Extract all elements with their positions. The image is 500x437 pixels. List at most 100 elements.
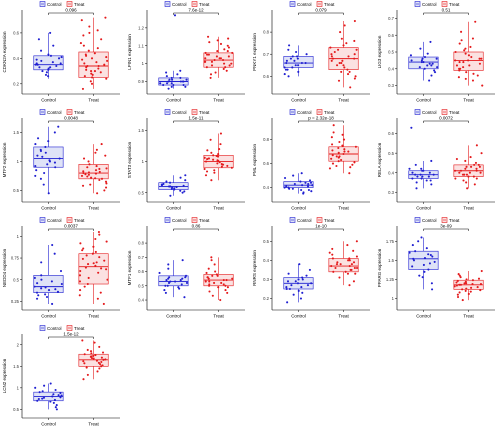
y-tick-label: 0.8: [263, 30, 269, 35]
p-value-label: 0.0048: [64, 116, 78, 121]
data-point: [465, 282, 468, 285]
data-point: [471, 279, 474, 282]
data-point: [105, 268, 108, 271]
data-point: [53, 161, 56, 164]
legend-label-control: Control: [47, 326, 62, 331]
data-point: [307, 188, 310, 192]
legend: Control Treat: [414, 109, 460, 115]
data-point: [473, 163, 476, 166]
data-point: [420, 236, 423, 239]
data-point: [103, 259, 106, 262]
data-point: [476, 286, 479, 289]
y-tick-label: 0.3: [388, 190, 394, 195]
data-point: [297, 64, 300, 67]
x-tick-label: Control: [41, 206, 56, 211]
data-point: [353, 77, 356, 80]
data-point: [79, 242, 82, 245]
data-point: [475, 177, 478, 180]
data-point: [59, 269, 63, 273]
data-point: [185, 78, 188, 81]
data-point: [78, 294, 81, 297]
box-iqr: [328, 258, 359, 273]
data-point: [290, 284, 293, 287]
significance-bracket: [423, 228, 469, 231]
data-point: [411, 171, 414, 174]
data-point: [167, 267, 170, 270]
data-point: [219, 298, 222, 302]
significance-bracket: [423, 120, 469, 123]
data-point: [204, 280, 207, 283]
p-value-label: 0.079: [315, 8, 327, 13]
data-point: [44, 286, 47, 289]
data-point: [422, 263, 425, 267]
data-point: [306, 284, 310, 287]
legend-label-treat: Treat: [199, 110, 210, 115]
data-point: [469, 45, 472, 49]
data-point: [168, 185, 171, 188]
data-point: [173, 187, 176, 190]
data-point: [283, 73, 286, 76]
data-point: [213, 281, 216, 285]
data-point: [98, 178, 101, 182]
legend: Control Treat: [289, 217, 335, 223]
data-point: [287, 75, 290, 78]
data-point: [345, 42, 348, 45]
data-point: [417, 240, 420, 243]
data-point: [34, 386, 37, 389]
x-tick-label: Control: [291, 98, 306, 103]
data-point: [96, 192, 99, 195]
data-point: [430, 282, 433, 285]
data-point: [223, 48, 226, 51]
data-point: [343, 66, 346, 69]
data-point: [467, 54, 470, 57]
data-point: [218, 161, 221, 164]
boxplot-panel: Control Treat 0.5 1 1.5 2 LCN2 expression Contr…: [2, 325, 120, 427]
data-point: [93, 341, 96, 344]
data-point: [355, 255, 358, 258]
data-point: [308, 179, 312, 182]
data-point: [37, 38, 40, 41]
data-point: [104, 180, 108, 183]
data-point: [208, 41, 211, 44]
x-tick-label: Control: [291, 206, 306, 211]
data-point: [286, 301, 289, 304]
data-point: [40, 278, 43, 281]
data-point: [230, 62, 233, 65]
data-point: [477, 163, 480, 166]
data-point: [206, 276, 209, 279]
data-point: [308, 268, 311, 271]
data-point: [427, 175, 430, 178]
data-point: [464, 289, 467, 292]
data-point: [79, 289, 82, 292]
y-axis-label: MTF1 expression: [127, 250, 132, 285]
data-point: [82, 247, 85, 250]
boxplot-panel: Control Treat 0.6 0.7 0.8 PNKY1 expression Con…: [252, 1, 370, 103]
data-point: [101, 364, 104, 367]
data-point: [54, 166, 57, 169]
data-point: [100, 177, 104, 180]
data-point: [352, 249, 355, 252]
data-point: [39, 177, 42, 180]
data-point: [179, 176, 182, 179]
y-tick-label: 0.4: [388, 170, 394, 175]
y-tick-label: 0.5: [388, 151, 394, 156]
y-axis-label: CDKN2A expression: [2, 31, 7, 73]
data-point: [425, 247, 428, 250]
data-point: [309, 181, 313, 184]
data-point: [81, 249, 84, 252]
x-tick-label: Treat: [88, 422, 99, 427]
y-tick-label: 1.2: [138, 25, 144, 30]
boxplot-panel: Control Treat 0.3 0.4 0.5 0.6 RELA expression C…: [377, 109, 495, 211]
data-point: [85, 66, 88, 69]
data-point: [348, 265, 351, 268]
data-point: [36, 399, 39, 402]
data-point: [427, 253, 430, 256]
y-axis-label: RNRS expression: [252, 250, 257, 286]
data-point: [89, 183, 92, 186]
data-point: [104, 358, 107, 361]
data-point: [182, 184, 185, 187]
data-point: [226, 291, 229, 294]
y-axis-label: LIG3 expression: [377, 35, 382, 68]
y-axis-label: LCN2 expression: [2, 358, 7, 393]
data-point: [480, 270, 483, 273]
